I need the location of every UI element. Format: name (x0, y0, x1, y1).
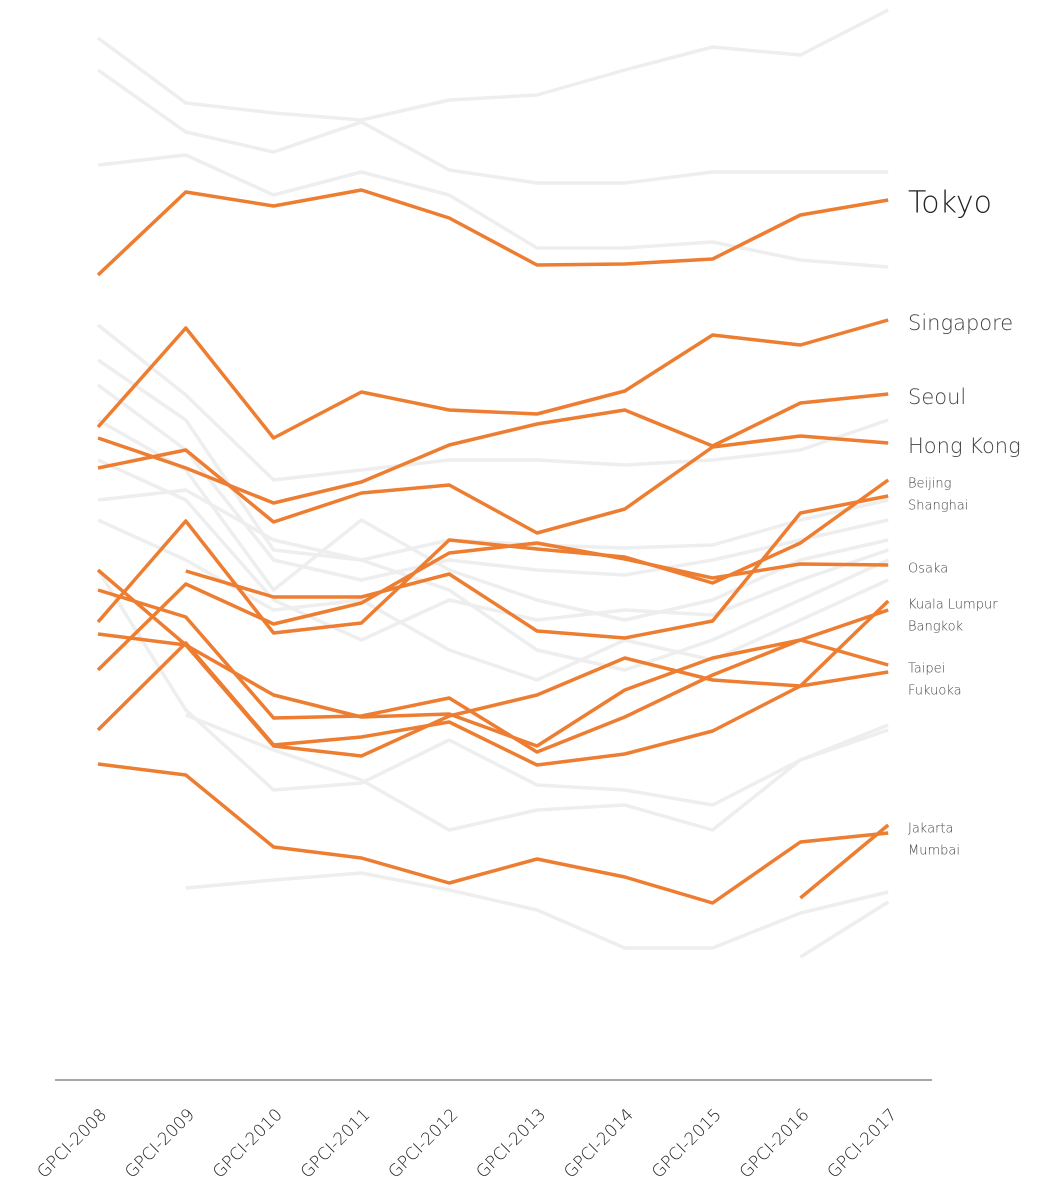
background-line (97, 488, 889, 672)
x-tick-label: GPCI-2011 (297, 1105, 375, 1183)
city-line (96, 478, 890, 635)
city-label: Mumbai (908, 844, 960, 859)
background-line (185, 713, 889, 832)
city-line (96, 568, 889, 758)
city-line (97, 588, 889, 754)
city-line (799, 823, 890, 900)
background-line (96, 68, 889, 185)
background-line (96, 569, 889, 807)
city-label: Bangkok (908, 620, 964, 635)
city-label: Singapore (908, 311, 1013, 335)
background-line (97, 418, 889, 622)
background-line (96, 383, 889, 582)
city-line (96, 188, 889, 277)
x-tick-label: GPCI-2013 (472, 1105, 550, 1183)
city-label: Jakarta (908, 822, 953, 837)
city-label: Taipei (908, 662, 945, 677)
x-tick-label: GPCI-2012 (385, 1105, 463, 1183)
background-line (97, 458, 889, 642)
city-label: Kuala Lumpur (908, 598, 998, 613)
city-label: Hong Kong (908, 434, 1021, 458)
x-tick-label: GPCI-2016 (736, 1105, 814, 1183)
city-line (97, 762, 889, 905)
city-line (96, 318, 889, 440)
x-tick-label: GPCI-2009 (121, 1105, 199, 1183)
city-label: Beijing (908, 477, 951, 492)
city-label: Shanghai (908, 499, 968, 514)
x-tick-label: GPCI-2010 (209, 1105, 287, 1183)
city-line (185, 494, 889, 640)
city-label: Fukuoka (908, 684, 962, 699)
background-line (97, 153, 889, 269)
background-line (799, 900, 890, 959)
city-label: Osaka (908, 562, 948, 577)
x-tick-label: GPCI-2015 (648, 1105, 726, 1183)
city-line (97, 434, 889, 535)
background-line (185, 871, 889, 950)
city-label: Seoul (908, 385, 966, 409)
city-line (96, 541, 889, 672)
background-line (96, 8, 889, 122)
x-tick-label: GPCI-2008 (33, 1105, 111, 1183)
x-tick-label: GPCI-2017 (824, 1105, 902, 1183)
x-tick-label: GPCI-2014 (560, 1105, 638, 1183)
background-line (96, 323, 889, 482)
city-label: Tokyo (908, 186, 992, 221)
